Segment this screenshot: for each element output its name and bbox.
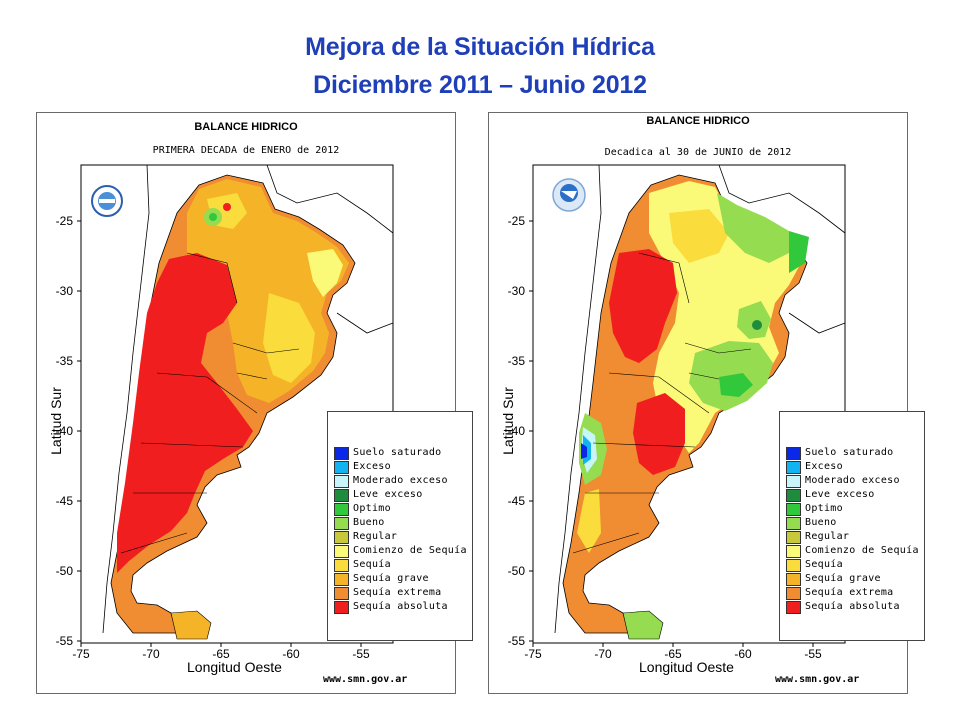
x-tick-label: -70 — [142, 647, 160, 661]
page-title-line1: Mejora de la Situación Hídrica — [305, 33, 655, 61]
y-tick-label: -50 — [55, 564, 73, 578]
y-tick-label: -40 — [55, 424, 73, 438]
y-tick-label: -45 — [507, 494, 525, 508]
map-panel-january: BALANCE HIDRICO PRIMERA DECADA de ENERO … — [36, 112, 473, 694]
y-tick-label: -40 — [507, 424, 525, 438]
x-tick-label: -75 — [72, 647, 90, 661]
x-axis-label: Longitud Oeste — [639, 659, 734, 675]
y-axis-label: Latitud Sur — [500, 387, 516, 455]
y-tick-label: -25 — [507, 214, 525, 228]
map-title: BALANCE HIDRICO — [646, 115, 750, 127]
website-text: www.smn.gov.ar — [323, 674, 408, 685]
y-tick-label: -30 — [55, 284, 73, 298]
y-axis-label: Latitud Sur — [48, 387, 64, 455]
x-tick-label: -70 — [594, 647, 612, 661]
smn-logo — [91, 185, 123, 217]
x-tick-label: -75 — [524, 647, 542, 661]
y-tick-label: -25 — [55, 214, 73, 228]
page-title-line2: Diciembre 2011 – Junio 2012 — [313, 71, 647, 99]
legend-box: Suelo saturado Exceso Moderado exceso Le… — [327, 411, 473, 641]
map-graphic-january — [77, 164, 394, 647]
y-tick-label: -45 — [55, 494, 73, 508]
x-tick-label: -65 — [664, 647, 682, 661]
legend-box: Suelo saturado Exceso Moderado exceso Le… — [779, 411, 925, 641]
y-tick-label: -35 — [55, 354, 73, 368]
y-tick-label: -50 — [507, 564, 525, 578]
map-title: BALANCE HIDRICO — [194, 121, 298, 133]
x-axis-label: Longitud Oeste — [187, 659, 282, 675]
y-tick-label: -30 — [507, 284, 525, 298]
map-panel-june: BALANCE HIDRICO Decadica al 30 de JUNIO … — [488, 112, 925, 694]
website-text: www.smn.gov.ar — [775, 674, 860, 685]
map-subtitle: PRIMERA DECADA de ENERO de 2012 — [152, 145, 340, 156]
y-tick-label: -35 — [507, 354, 525, 368]
x-tick-label: -60 — [282, 647, 300, 661]
smn-logo — [552, 178, 586, 212]
y-tick-label: -55 — [507, 634, 525, 648]
x-tick-label: -60 — [734, 647, 752, 661]
x-tick-label: -65 — [212, 647, 230, 661]
y-tick-label: -55 — [55, 634, 73, 648]
map-subtitle: Decadica al 30 de JUNIO de 2012 — [604, 147, 792, 158]
x-tick-label: -55 — [352, 647, 370, 661]
x-tick-label: -55 — [804, 647, 822, 661]
